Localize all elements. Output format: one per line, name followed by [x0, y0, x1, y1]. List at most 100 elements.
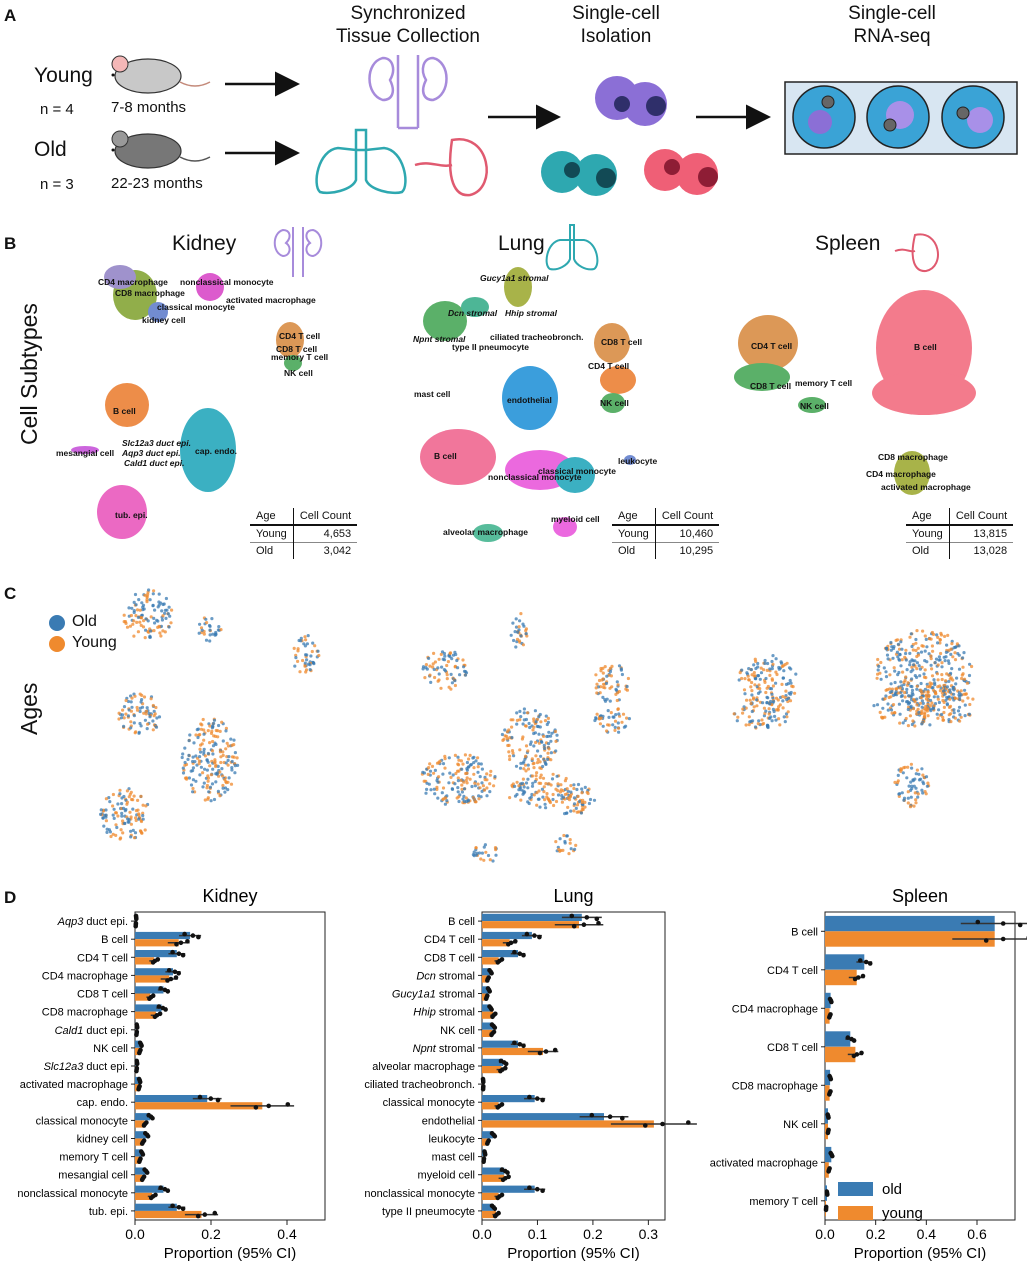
sample-dot: [134, 1032, 139, 1038]
umap-point: [905, 687, 909, 691]
umap-point: [754, 677, 758, 681]
umap-point: [551, 772, 555, 776]
umap-point: [197, 733, 201, 737]
umap-point: [915, 684, 919, 688]
umap-point: [542, 743, 546, 747]
category-label: mast cell: [432, 1152, 475, 1164]
umap-point: [120, 802, 124, 806]
category-label: B cell: [448, 916, 475, 928]
umap-point: [470, 784, 474, 789]
umap-point: [451, 773, 455, 777]
rnaseq-wells-icon: [784, 81, 1018, 155]
umap-point: [953, 696, 958, 700]
sample-dot: [482, 1152, 488, 1157]
umap-point: [909, 780, 913, 784]
umap-point: [492, 784, 496, 788]
umap-point: [588, 797, 593, 802]
umap-point: [502, 737, 506, 741]
umap-point: [947, 661, 951, 665]
umap-point: [482, 858, 486, 862]
umap-point: [521, 622, 525, 626]
umap-point: [545, 722, 549, 727]
umap-point: [208, 741, 212, 745]
x-tick-label: 0.0: [125, 1226, 145, 1242]
category-label: CD8 T cell: [424, 952, 475, 964]
sample-dot: [180, 1206, 186, 1212]
umap-point: [510, 749, 515, 753]
umap-point: [593, 718, 597, 723]
umap-point: [447, 685, 451, 689]
umap-point: [535, 771, 539, 775]
sample-dot: [134, 916, 139, 922]
umap-point: [508, 796, 512, 800]
umap-point: [903, 691, 907, 695]
umap-point: [432, 771, 436, 775]
umap-point: [949, 712, 953, 716]
umap-point: [914, 798, 918, 802]
umap-point: [904, 658, 908, 662]
category-label: CD8 T cell: [767, 1042, 818, 1054]
umap-point: [478, 775, 482, 779]
sample-dot: [180, 952, 186, 958]
umap-point: [532, 744, 536, 748]
umap-point: [749, 701, 753, 706]
umap-point: [468, 753, 472, 757]
umap-point: [574, 843, 578, 847]
umap-point: [911, 719, 915, 723]
umap-point: [424, 791, 428, 795]
umap-point: [599, 669, 603, 673]
umap-point: [223, 786, 228, 790]
umap-point: [898, 652, 902, 656]
umap-point: [544, 714, 548, 718]
umap-point: [915, 712, 919, 716]
umap-point: [120, 814, 124, 818]
umap-point: [196, 727, 200, 731]
umap-point: [793, 691, 797, 695]
umap-point: [520, 781, 525, 785]
umap-point: [926, 781, 930, 785]
umap-point: [958, 719, 962, 723]
x-tick-label: 0.2: [866, 1226, 886, 1242]
umap-point: [755, 704, 759, 708]
umap-point: [515, 718, 520, 722]
umap-point: [533, 709, 538, 713]
umap-point: [548, 800, 553, 805]
sample-dot: [851, 1038, 857, 1043]
umap-point: [576, 782, 581, 787]
umap-point: [898, 721, 902, 725]
umap-point: [129, 822, 133, 826]
umap-point: [147, 588, 151, 592]
umap-point: [440, 665, 444, 669]
umap-point: [139, 700, 143, 704]
umap-point: [186, 757, 190, 761]
umap-point: [538, 712, 542, 717]
umap-point: [921, 773, 925, 777]
umap-point: [601, 671, 605, 675]
umap-point: [608, 670, 613, 674]
umap-point: [768, 667, 772, 671]
umap-point: [139, 623, 143, 627]
umap-point: [924, 775, 929, 779]
umap-point: [879, 660, 883, 665]
umap-point: [745, 671, 749, 675]
sample-dot: [140, 1152, 146, 1157]
umap-point: [931, 686, 935, 690]
umap-point: [445, 673, 449, 677]
umap-point: [472, 766, 476, 770]
umap-point: [129, 835, 133, 839]
category-label: activated macrophage: [20, 1079, 128, 1091]
umap-point: [437, 657, 441, 661]
umap-point: [943, 634, 947, 638]
category-label: classical monocyte: [383, 1097, 475, 1109]
bar-young: [825, 931, 995, 947]
umap-label: B cell: [434, 451, 457, 461]
young-n: n = 4: [40, 101, 74, 118]
umap-point: [454, 771, 458, 776]
umap-point: [137, 598, 141, 602]
bar-young: [482, 921, 579, 929]
umap-point: [213, 633, 217, 637]
lung-icon: [545, 224, 599, 271]
umap-point: [148, 635, 152, 639]
sample-dot: [156, 1004, 162, 1009]
umap-point: [157, 592, 161, 596]
